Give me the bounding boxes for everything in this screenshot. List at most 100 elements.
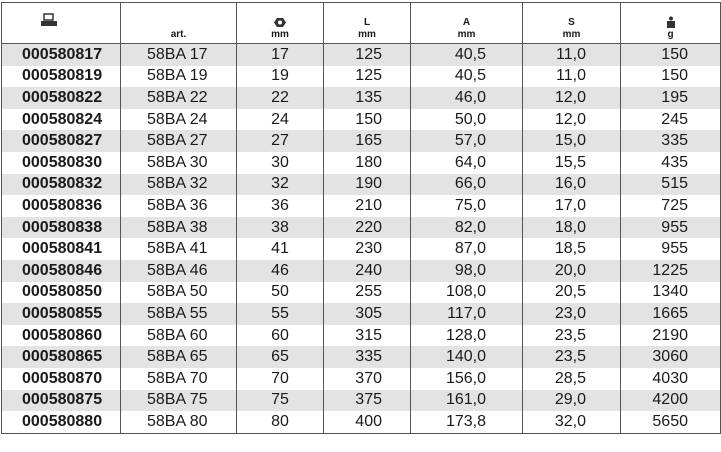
table-cell: 57,0	[410, 130, 523, 152]
nut-icon	[274, 18, 286, 27]
table-row: 000580817 58BA 17 17 125 40,5 11,0 150	[1, 43, 721, 66]
table-cell: 46	[236, 259, 324, 282]
table-cell: 400	[323, 411, 411, 434]
table-cell: 19	[236, 65, 324, 88]
table-cell: 58BA 70	[120, 367, 237, 390]
table-cell: 173,8	[410, 411, 523, 434]
table-cell: 335	[323, 346, 411, 368]
table-cell: 125	[323, 43, 411, 66]
table-cell: 1225	[620, 259, 721, 282]
table-cell: 000580830	[1, 151, 121, 174]
table-cell: 58BA 19	[120, 65, 237, 88]
table-cell: 210	[323, 195, 411, 217]
table-cell: 1340	[620, 281, 721, 304]
table-row: 000580875 58BA 75 75 375 161,0 29,0 4200	[1, 389, 721, 412]
table-cell: 58BA 65	[120, 346, 237, 368]
table-cell: 58BA 22	[120, 87, 237, 109]
table-cell: 000580824	[1, 108, 121, 131]
table-cell: 23,0	[522, 303, 621, 325]
table-row: 000580819 58BA 19 19 125 40,5 11,0 150	[1, 65, 721, 88]
table-cell: 58BA 60	[120, 324, 237, 347]
table-cell: 30	[236, 151, 324, 174]
table-cell: 245	[620, 108, 721, 131]
header-text: mm	[358, 29, 376, 40]
table-cell: 240	[323, 259, 411, 282]
table-cell: 3060	[620, 346, 721, 368]
table-cell: 12,0	[522, 87, 621, 109]
table-cell: 195	[620, 87, 721, 109]
table-cell: 955	[620, 238, 721, 260]
table-cell: 000580836	[1, 195, 121, 217]
table-cell: 000580880	[1, 411, 121, 434]
table-cell: 4200	[620, 389, 721, 412]
table-row: 000580822 58BA 22 22 135 46,0 12,0 195	[1, 87, 721, 109]
table-cell: 000580875	[1, 389, 121, 412]
table-row: 000580838 58BA 38 38 220 82,0 18,0 955	[1, 216, 721, 239]
table-cell: 41	[236, 238, 324, 260]
table-cell: 36	[236, 195, 324, 217]
table-cell: 58BA 38	[120, 216, 237, 239]
header-text: L	[363, 17, 371, 28]
table-cell: 17,0	[522, 195, 621, 217]
table-cell: 370	[323, 367, 411, 390]
table-cell: 22	[236, 87, 324, 109]
table-cell: 000580817	[1, 43, 121, 66]
table-cell: 156,0	[410, 367, 523, 390]
table-cell: 128,0	[410, 324, 523, 347]
table-cell: 20,0	[522, 259, 621, 282]
table-cell: 165	[323, 130, 411, 152]
table-row: 000580850 58BA 50 50 255 108,0 20,5 1340	[1, 281, 721, 304]
table-cell: 75	[236, 389, 324, 412]
table-cell: 18,0	[522, 216, 621, 239]
table-cell: 135	[323, 87, 411, 109]
table-cell: 190	[323, 173, 411, 196]
table-cell: 29,0	[522, 389, 621, 412]
table-cell: 46,0	[410, 87, 523, 109]
table-row: 000580865 58BA 65 65 335 140,0 23,5 3060	[1, 346, 721, 368]
table-cell: 15,0	[522, 130, 621, 152]
table-cell: 40,5	[410, 43, 523, 66]
table-cell: 24	[236, 108, 324, 131]
table-row: 000580860 58BA 60 60 315 128,0 23,5 2190	[1, 324, 721, 347]
table-cell: 000580838	[1, 216, 121, 239]
table-cell: 16,0	[522, 173, 621, 196]
table-cell: 58BA 46	[120, 259, 237, 282]
table-cell: 58BA 50	[120, 281, 237, 304]
table-cell: 28,5	[522, 367, 621, 390]
table-body: 000580817 58BA 17 17 125 40,5 11,0 150 00058081…	[1, 43, 721, 434]
table-cell: 000580860	[1, 324, 121, 347]
table-cell: 955	[620, 216, 721, 239]
header-text: mm	[562, 29, 581, 40]
table-cell: 161,0	[410, 389, 523, 412]
table-cell: 725	[620, 195, 721, 217]
table-cell: 65	[236, 346, 324, 368]
table-cell: 108,0	[410, 281, 523, 304]
table-cell: 15,5	[522, 151, 621, 174]
table-cell: 117,0	[410, 303, 523, 325]
table-cell: 230	[323, 238, 411, 260]
table-row: 000580841 58BA 41 41 230 87,0 18,5 955	[1, 238, 721, 260]
code-icon	[41, 13, 57, 26]
table-cell: 58BA 32	[120, 173, 237, 196]
header-code	[1, 2, 121, 44]
table-cell: 58BA 30	[120, 151, 237, 174]
table-cell: 64,0	[410, 151, 523, 174]
table-cell: 70	[236, 367, 324, 390]
table-cell: 000580822	[1, 87, 121, 109]
table-cell: 58BA 80	[120, 411, 237, 434]
table-cell: 435	[620, 151, 721, 174]
table-cell: 40,5	[410, 65, 523, 88]
table-cell: 58BA 27	[120, 130, 237, 152]
table-row: 000580827 58BA 27 27 165 57,0 15,0 335	[1, 130, 721, 152]
table-cell: 17	[236, 43, 324, 66]
table-cell: 32	[236, 173, 324, 196]
table-cell: 335	[620, 130, 721, 152]
table-row: 000580830 58BA 30 30 180 64,0 15,5 435	[1, 151, 721, 174]
table-cell: 98,0	[410, 259, 523, 282]
table-cell: 18,5	[522, 238, 621, 260]
table-cell: 11,0	[522, 43, 621, 66]
